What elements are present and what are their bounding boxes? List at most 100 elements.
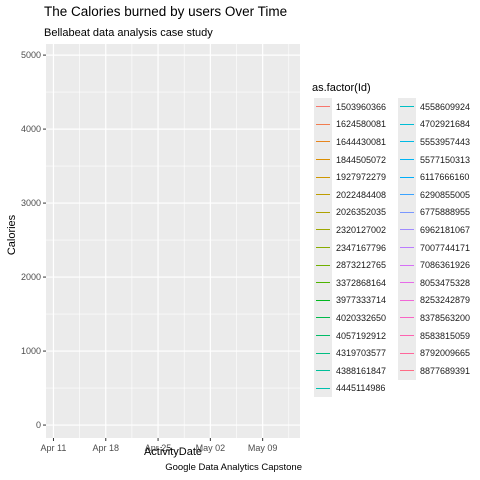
x-tick-label: Apr 11 — [41, 443, 67, 453]
legend-key — [314, 379, 332, 398]
legend-key — [314, 150, 332, 169]
legend-item: 1644430081 — [314, 133, 394, 151]
legend-key — [398, 256, 416, 274]
legend-key — [398, 238, 416, 257]
legend-key — [398, 326, 416, 345]
legend-item: 3977333714 — [314, 291, 394, 310]
legend-title: as.factor(Id) — [312, 82, 371, 94]
legend-key — [398, 133, 416, 151]
legend-item: 7086361926 — [398, 256, 478, 274]
legend-label: 8583815059 — [420, 330, 471, 341]
legend-label: 7007744171 — [420, 242, 471, 253]
legend-item: 3372868164 — [314, 273, 394, 292]
legend-label: 8877689391 — [420, 365, 471, 376]
legend-key — [314, 115, 332, 134]
legend-key — [398, 115, 416, 134]
legend-label: 8792009665 — [420, 348, 471, 359]
legend-item: 6117666160 — [398, 168, 478, 186]
chart-title: The Calories burned by users Over Time — [44, 4, 288, 19]
legend-item: 1844505072 — [314, 150, 394, 169]
legend-label: 6290855005 — [420, 189, 471, 200]
legend-item: 8792009665 — [398, 344, 478, 362]
x-tick-label: May 02 — [196, 443, 226, 453]
legend-item: 6290855005 — [398, 185, 478, 204]
legend-key — [314, 221, 332, 239]
legend-item: 2320127002 — [314, 221, 394, 239]
legend-item: 1503960366 — [314, 98, 394, 116]
chart-subtitle: Bellabeat data analysis case study — [44, 27, 213, 39]
legend-key — [314, 185, 332, 204]
legend-label: 2022484408 — [336, 189, 387, 200]
y-tick-label: 3000 — [21, 198, 41, 208]
legend-item: 4445114986 — [314, 379, 394, 398]
legend-label: 4445114986 — [336, 383, 386, 394]
legend-label: 1624580081 — [336, 119, 387, 130]
legend-key — [398, 291, 416, 310]
legend-item: 2873212765 — [314, 256, 394, 274]
legend-entries: 1503960366 1624580081 1644430081 1844505072… — [310, 98, 478, 408]
legend-column-1: 1503960366 1624580081 1644430081 1844505072… — [314, 98, 394, 398]
legend-label: 7086361926 — [420, 260, 471, 271]
legend-label: 1644430081 — [336, 136, 387, 147]
plot-panel-background — [46, 44, 300, 438]
legend-item: 8877689391 — [398, 361, 478, 380]
legend-label: 2347167796 — [336, 242, 387, 253]
legend-label: 3977333714 — [336, 295, 387, 306]
legend-label: 6962181067 — [420, 224, 471, 235]
legend-item: 8583815059 — [398, 326, 478, 345]
legend-item: 4319703577 — [314, 344, 394, 362]
x-tick-label: Apr 18 — [92, 443, 119, 453]
legend-item: 6775888955 — [398, 203, 478, 222]
legend-column-2: 4558609924 4702921684 5553957443 5577150313… — [398, 98, 478, 380]
legend-label: 5577150313 — [420, 154, 471, 165]
legend-item: 1927972279 — [314, 168, 394, 186]
legend-key — [398, 150, 416, 169]
legend-key — [314, 344, 332, 362]
legend-item: 4057192912 — [314, 326, 394, 345]
legend-label: 4388161847 — [336, 365, 387, 376]
legend-key — [398, 185, 416, 204]
legend-label: 2320127002 — [336, 224, 387, 235]
legend-label: 1503960366 — [336, 101, 387, 112]
legend-key — [398, 98, 416, 116]
legend-key — [314, 291, 332, 310]
y-tick-label: 0 — [36, 420, 41, 430]
legend-item: 7007744171 — [398, 238, 478, 257]
chart-caption: Google Data Analytics Capstone — [165, 462, 302, 473]
legend-label: 4558609924 — [420, 101, 471, 112]
legend-label: 4057192912 — [336, 330, 387, 341]
legend-key — [314, 309, 332, 327]
y-tick-label: 1000 — [21, 346, 41, 356]
legend-label: 2026352035 — [336, 207, 387, 218]
x-tick-label: May 09 — [248, 443, 278, 453]
legend-key — [398, 344, 416, 362]
legend-item: 1624580081 — [314, 115, 394, 134]
legend: as.factor(Id) 1503960366 1624580081 164443… — [310, 82, 478, 408]
legend-key — [314, 168, 332, 186]
minor-gridlines — [46, 44, 300, 438]
legend-item: 5553957443 — [398, 133, 478, 151]
legend-label: 1844505072 — [336, 154, 387, 165]
legend-item: 6962181067 — [398, 221, 478, 239]
legend-label: 8053475328 — [420, 277, 471, 288]
major-gridlines — [46, 44, 300, 438]
legend-item: 2022484408 — [314, 185, 394, 204]
x-tick-label: Apr 25 — [145, 443, 172, 453]
legend-label: 4319703577 — [336, 348, 387, 359]
legend-label: 5553957443 — [420, 136, 471, 147]
legend-label: 8378563200 — [420, 312, 471, 323]
legend-key — [314, 203, 332, 222]
legend-item: 4388161847 — [314, 361, 394, 380]
y-tick-label: 2000 — [21, 272, 41, 282]
legend-item: 4558609924 — [398, 98, 478, 116]
legend-label: 6117666160 — [420, 172, 470, 183]
legend-key — [398, 309, 416, 327]
legend-item: 8053475328 — [398, 273, 478, 292]
legend-key — [398, 273, 416, 292]
y-tick-label: 4000 — [21, 124, 41, 134]
legend-label: 8253242879 — [420, 295, 471, 306]
legend-item: 8253242879 — [398, 291, 478, 310]
y-axis-label: Calories — [6, 214, 18, 255]
legend-key — [398, 361, 416, 380]
